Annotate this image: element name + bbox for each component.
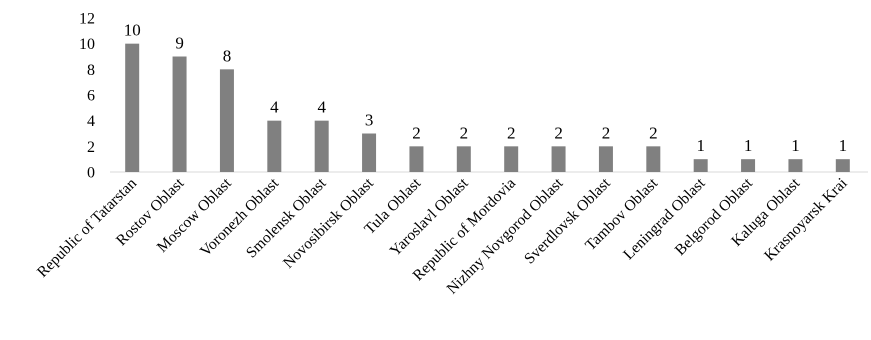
data-label: 1 [744, 136, 753, 155]
y-tick-label: 12 [79, 11, 95, 28]
data-labels: 10 9 8 4 4 3 2 2 2 2 2 2 1 1 1 1 [124, 21, 847, 156]
y-tick-label: 0 [87, 165, 95, 182]
bar [172, 56, 187, 172]
bar [693, 159, 708, 172]
data-label: 1 [791, 136, 800, 155]
data-label: 3 [365, 111, 374, 130]
bar [362, 133, 377, 172]
category-label: Leningrad Oblast [620, 174, 709, 263]
bar [125, 43, 140, 172]
data-label: 2 [460, 123, 469, 142]
data-label: 2 [412, 123, 421, 142]
bar [409, 146, 424, 172]
bar [504, 146, 519, 172]
y-axis-tick-labels: 0 2 4 6 8 10 12 [79, 11, 95, 182]
bar [646, 146, 661, 172]
bar [835, 159, 850, 172]
y-tick-label: 2 [87, 139, 95, 156]
data-label: 2 [649, 123, 658, 142]
data-label: 10 [124, 21, 141, 40]
y-tick-label: 4 [87, 113, 95, 130]
data-label: 1 [696, 136, 705, 155]
y-tick-label: 10 [79, 36, 95, 53]
data-label: 2 [602, 123, 611, 142]
bar [788, 159, 803, 172]
category-label: Krasnoyarsk Krai [761, 174, 851, 264]
bar [314, 120, 329, 172]
data-label: 4 [317, 98, 326, 117]
y-tick-label: 8 [87, 62, 95, 79]
bar [551, 146, 566, 172]
data-label: 8 [223, 46, 232, 65]
data-label: 9 [175, 34, 184, 53]
category-label: Smolensk Oblast [243, 174, 330, 261]
data-label: 2 [507, 123, 516, 142]
bar [267, 120, 282, 172]
data-label: 4 [270, 98, 279, 117]
y-tick-label: 6 [87, 88, 95, 105]
data-label: 2 [554, 123, 563, 142]
bars [125, 43, 850, 172]
bar [456, 146, 471, 172]
category-label: Sverdlovsk Oblast [521, 174, 614, 267]
bar [219, 69, 234, 172]
bar [741, 159, 756, 172]
data-label: 1 [839, 136, 848, 155]
bar [598, 146, 613, 172]
